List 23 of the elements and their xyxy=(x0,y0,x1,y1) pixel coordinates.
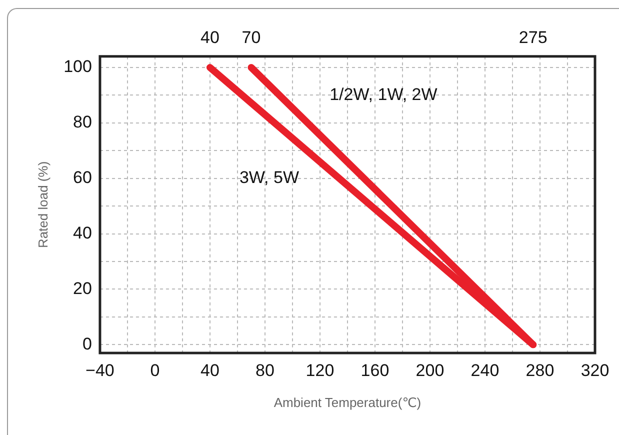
x2-tick-label: 40 xyxy=(200,28,220,47)
y-tick-label: 80 xyxy=(73,112,92,132)
x-axis-title: Ambient Temperature(℃) xyxy=(274,394,422,410)
x-tick-label: −40 xyxy=(86,360,114,380)
series-label: 3W, 5W xyxy=(239,168,299,188)
y-tick-label: 0 xyxy=(82,334,92,354)
y-axis-title: Rated load (%) xyxy=(35,161,50,248)
x-tick-label: 280 xyxy=(526,360,554,380)
x-tick-label: 120 xyxy=(306,360,334,380)
x2-tick-label: 275 xyxy=(518,28,548,47)
x-tick-label: 200 xyxy=(416,360,444,380)
x-tick-label: 320 xyxy=(580,360,610,380)
y-tick-label: 100 xyxy=(64,57,92,76)
y-tick-label: 60 xyxy=(73,168,92,188)
x-tick-label: 0 xyxy=(150,360,160,380)
x-tick-label: 240 xyxy=(470,360,500,380)
x-tick-label: 160 xyxy=(360,360,390,380)
y-tick-label: 40 xyxy=(73,223,92,242)
y-tick-label: 20 xyxy=(73,278,92,298)
x-tick-label: 80 xyxy=(256,360,274,380)
series-label: 1/2W, 1W, 2W xyxy=(330,84,438,104)
x2-tick-label: 70 xyxy=(242,28,261,47)
x-tick-label: 40 xyxy=(200,360,220,380)
